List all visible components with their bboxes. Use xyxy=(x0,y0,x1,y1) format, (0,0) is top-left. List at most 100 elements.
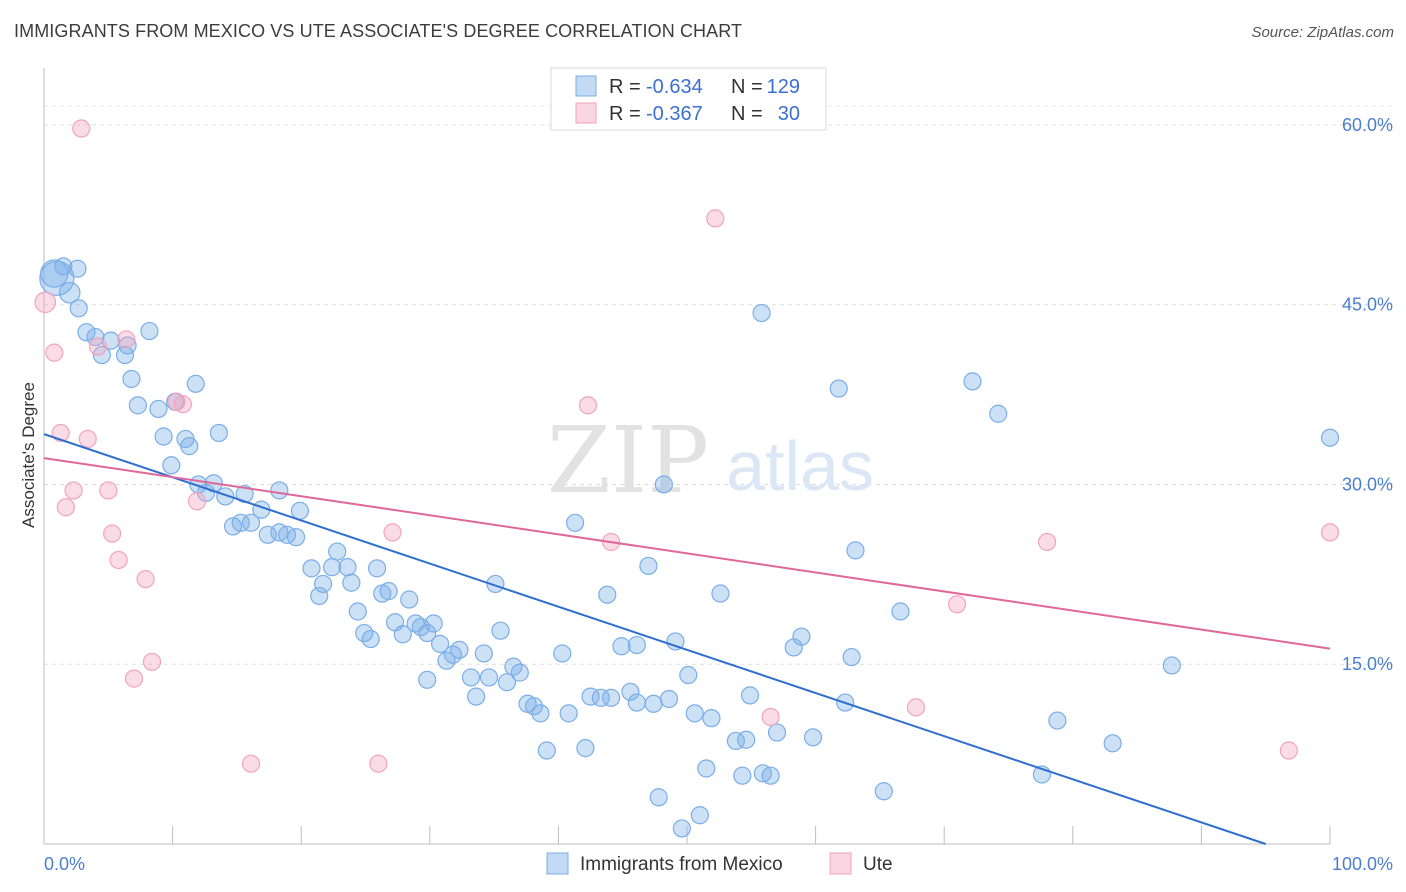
mexico-point xyxy=(69,299,88,318)
mexico-point xyxy=(258,525,277,544)
ute-point xyxy=(706,209,725,228)
y-tick-label: 60.0% xyxy=(1342,115,1393,135)
mexico-point xyxy=(140,321,159,341)
grid-lines xyxy=(44,105,1392,665)
mexico-point xyxy=(338,558,357,577)
mexico-point xyxy=(286,528,306,547)
ute-point xyxy=(124,669,144,688)
stats-legend-box xyxy=(550,67,827,131)
ute-point xyxy=(103,524,122,543)
mexico-point xyxy=(322,558,342,577)
ute-point xyxy=(45,343,64,362)
y-tick-label: 15.0% xyxy=(1342,654,1393,674)
ute-point xyxy=(761,707,780,727)
mexico-point xyxy=(497,673,517,692)
stats-n-value: 30 xyxy=(778,103,800,125)
mexico-point xyxy=(290,501,310,520)
mexico-point xyxy=(846,541,865,560)
ute-point xyxy=(1037,532,1057,552)
mexico-point xyxy=(1103,734,1122,753)
stats-legend: R = -0.634 N = 129 R = -0.367 N = 30 xyxy=(550,67,827,131)
mexico-point xyxy=(510,663,529,682)
mexico-point xyxy=(393,625,412,644)
mexico-point xyxy=(531,704,550,723)
mexico-point xyxy=(479,668,499,687)
mexico-point xyxy=(666,632,685,651)
stats-n-value: 129 xyxy=(767,76,800,98)
mexico-point xyxy=(702,709,721,728)
ute-point xyxy=(947,595,967,614)
ute-point xyxy=(64,481,83,500)
mexico-point xyxy=(711,584,730,603)
mexico-point xyxy=(649,788,668,807)
chart-source: Source: ZipAtlas.com xyxy=(1251,24,1394,41)
ute-point xyxy=(136,570,155,589)
mexico-point xyxy=(486,574,505,594)
mexico-point xyxy=(466,687,486,706)
mexico-point xyxy=(418,670,437,689)
mexico-point xyxy=(1162,656,1181,675)
mexico-point xyxy=(241,513,261,532)
mexico-point xyxy=(216,487,235,506)
mexico-point xyxy=(598,585,617,604)
ute-point xyxy=(142,652,162,671)
mexico-point xyxy=(154,427,173,446)
mexico-point xyxy=(767,723,787,742)
ute-point xyxy=(1279,741,1298,760)
mexico-point xyxy=(58,281,81,304)
stats-r-value: -0.367 xyxy=(646,103,703,125)
mexico-point xyxy=(803,728,823,747)
mexico-point xyxy=(639,556,658,576)
mexico-trend-line xyxy=(43,433,1267,845)
mexico-point xyxy=(115,345,135,365)
mexico-point xyxy=(68,259,87,278)
ute-point xyxy=(88,337,108,356)
mexico-point xyxy=(424,614,443,633)
ute-point xyxy=(34,291,57,314)
ute-trend-line xyxy=(43,457,1331,650)
mexico-point xyxy=(842,647,861,667)
watermark-atlas: atlas xyxy=(726,427,874,505)
mexico-point xyxy=(328,542,347,561)
ute-point xyxy=(72,119,91,138)
y-axis-label: Associate's Degree xyxy=(19,382,38,528)
stats-n-label: N = xyxy=(731,76,763,98)
mexico-point xyxy=(1320,428,1340,447)
mexico-point xyxy=(963,372,982,391)
bottom-legend-label: Immigrants from Mexico xyxy=(580,854,783,875)
bottom-legend-swatch xyxy=(546,852,569,875)
bottom-legend: Immigrants from Mexico Ute xyxy=(546,852,893,875)
ute-point xyxy=(117,330,136,349)
mexico-point xyxy=(361,629,380,649)
tick-labels: 15.0% 30.0% 45.0% 60.0% 0.0% 100.0% xyxy=(44,115,1393,874)
mexico-point xyxy=(829,379,848,398)
mexico-point xyxy=(149,399,168,419)
mexico-point xyxy=(122,369,141,389)
mexico-point xyxy=(209,423,228,443)
mexico-point xyxy=(77,323,96,342)
watermark-zip: ZIP xyxy=(547,407,709,514)
mexico-point xyxy=(430,634,450,653)
mexico-point xyxy=(553,644,572,663)
mexico-point xyxy=(379,582,398,601)
mexico-point xyxy=(576,739,595,758)
mexico-point xyxy=(310,586,329,606)
chart-title: IMMIGRANTS FROM MEXICO VS UTE ASSOCIATE'… xyxy=(14,21,743,41)
mexico-point xyxy=(690,806,709,825)
mexico-point xyxy=(1048,711,1067,730)
mexico-point xyxy=(874,782,893,801)
mexico-point xyxy=(740,686,760,705)
stats-legend-swatch xyxy=(575,75,597,97)
ute-point xyxy=(51,423,70,443)
ute-point xyxy=(1320,523,1340,542)
mexico-point xyxy=(54,257,73,276)
x-tick-label: 100.0% xyxy=(1332,854,1393,874)
mexico-point xyxy=(659,689,679,709)
mexico-point xyxy=(348,602,367,621)
mexico-point xyxy=(461,668,481,687)
mexico-point xyxy=(591,688,610,707)
ute-point xyxy=(187,492,207,511)
stats-n-label: N = xyxy=(731,103,763,125)
ute-point xyxy=(369,754,388,773)
